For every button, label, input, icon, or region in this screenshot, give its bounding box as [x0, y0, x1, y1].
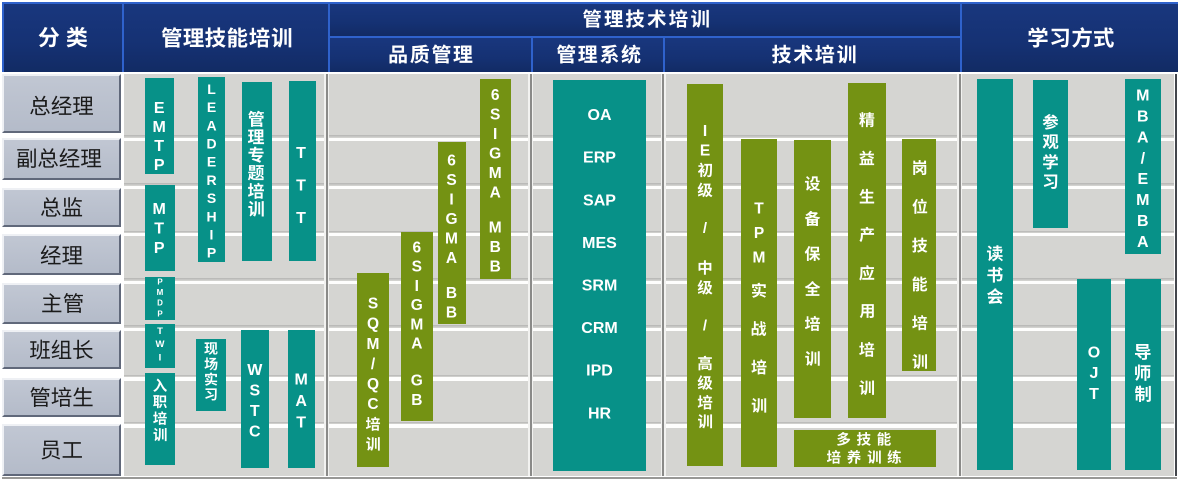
- svg-text:/: /: [703, 318, 708, 335]
- svg-text:M: M: [153, 119, 166, 136]
- svg-text:T: T: [296, 210, 306, 227]
- svg-text:S: S: [490, 106, 500, 123]
- svg-text:CRM: CRM: [581, 320, 617, 337]
- svg-text:M: M: [295, 372, 308, 389]
- svg-text:C: C: [367, 396, 378, 413]
- svg-text:M: M: [445, 230, 458, 247]
- svg-text:W: W: [156, 339, 165, 350]
- svg-text:I: I: [159, 352, 162, 363]
- svg-text:I: I: [493, 126, 497, 143]
- svg-text:I: I: [210, 227, 214, 243]
- svg-text:P: P: [754, 225, 764, 242]
- svg-text:M: M: [489, 165, 502, 182]
- svg-text:M: M: [157, 288, 164, 297]
- svg-text:M: M: [1136, 88, 1149, 105]
- svg-text:T: T: [296, 178, 306, 195]
- svg-text:A: A: [411, 336, 422, 353]
- svg-text:G: G: [445, 211, 457, 228]
- svg-text:M: M: [1136, 192, 1149, 209]
- svg-text:P: P: [207, 245, 216, 261]
- svg-text:E: E: [700, 142, 710, 159]
- svg-text:M: M: [753, 250, 766, 267]
- svg-text:I: I: [703, 123, 707, 140]
- svg-text:S: S: [412, 259, 422, 276]
- svg-text:G: G: [489, 145, 501, 162]
- svg-text:I: I: [415, 278, 419, 295]
- svg-text:D: D: [157, 299, 163, 308]
- svg-text:T: T: [154, 138, 164, 155]
- svg-text:SAP: SAP: [583, 192, 616, 209]
- svg-text:6: 6: [447, 152, 456, 169]
- svg-text:B: B: [490, 258, 501, 275]
- svg-text:A: A: [490, 184, 501, 201]
- svg-text:L: L: [207, 81, 216, 97]
- svg-text:ERP: ERP: [583, 150, 616, 167]
- svg-text:E: E: [1137, 171, 1148, 188]
- svg-text:6: 6: [491, 87, 500, 104]
- svg-text:T: T: [154, 221, 164, 238]
- svg-text:P: P: [157, 309, 163, 318]
- svg-text:Q: Q: [367, 376, 379, 393]
- svg-text:T: T: [157, 326, 163, 337]
- svg-text:S: S: [446, 172, 456, 189]
- svg-text:A: A: [1137, 234, 1149, 251]
- svg-text:M: M: [153, 201, 166, 218]
- svg-text:G: G: [411, 372, 423, 389]
- svg-text:H: H: [206, 208, 216, 224]
- svg-text:/: /: [371, 356, 376, 373]
- svg-text:6: 6: [412, 239, 421, 256]
- svg-text:A: A: [206, 117, 216, 133]
- svg-text:A: A: [1137, 129, 1149, 146]
- svg-text:B: B: [446, 304, 457, 321]
- svg-text:T: T: [250, 403, 260, 420]
- svg-text:B: B: [446, 285, 457, 302]
- svg-text:S: S: [207, 190, 216, 206]
- svg-text:OA: OA: [588, 107, 612, 124]
- svg-text:D: D: [206, 136, 216, 152]
- svg-text:P: P: [154, 240, 165, 257]
- svg-text:M: M: [367, 336, 380, 353]
- svg-text:B: B: [1137, 213, 1149, 230]
- svg-text:MES: MES: [582, 235, 617, 252]
- svg-text:E: E: [207, 154, 216, 170]
- svg-text:E: E: [207, 99, 216, 115]
- svg-text:/: /: [703, 220, 708, 237]
- svg-text:IPD: IPD: [586, 363, 613, 380]
- svg-text:B: B: [411, 392, 422, 409]
- svg-text:W: W: [247, 362, 263, 379]
- svg-text:S: S: [368, 296, 378, 313]
- svg-text:M: M: [489, 219, 502, 236]
- svg-text:I: I: [449, 191, 453, 208]
- svg-text:C: C: [249, 424, 261, 441]
- svg-text:Q: Q: [367, 316, 379, 333]
- svg-text:S: S: [249, 383, 260, 400]
- svg-text:SRM: SRM: [582, 278, 618, 295]
- svg-text:P: P: [157, 277, 163, 286]
- svg-text:J: J: [1090, 365, 1099, 382]
- svg-text:T: T: [296, 145, 306, 162]
- svg-text:M: M: [410, 316, 423, 333]
- svg-text:T: T: [754, 201, 764, 218]
- svg-text:T: T: [296, 414, 306, 431]
- svg-text:E: E: [154, 100, 165, 117]
- svg-text:A: A: [446, 250, 457, 267]
- svg-text:R: R: [206, 172, 216, 188]
- svg-text:B: B: [1137, 109, 1149, 126]
- svg-text:A: A: [295, 393, 307, 410]
- svg-text:B: B: [490, 239, 501, 256]
- svg-text:O: O: [1088, 345, 1100, 362]
- svg-text:T: T: [1089, 386, 1099, 403]
- svg-text:HR: HR: [588, 405, 612, 422]
- svg-text:/: /: [1141, 150, 1146, 167]
- svg-text:G: G: [411, 297, 423, 314]
- svg-text:P: P: [154, 157, 165, 174]
